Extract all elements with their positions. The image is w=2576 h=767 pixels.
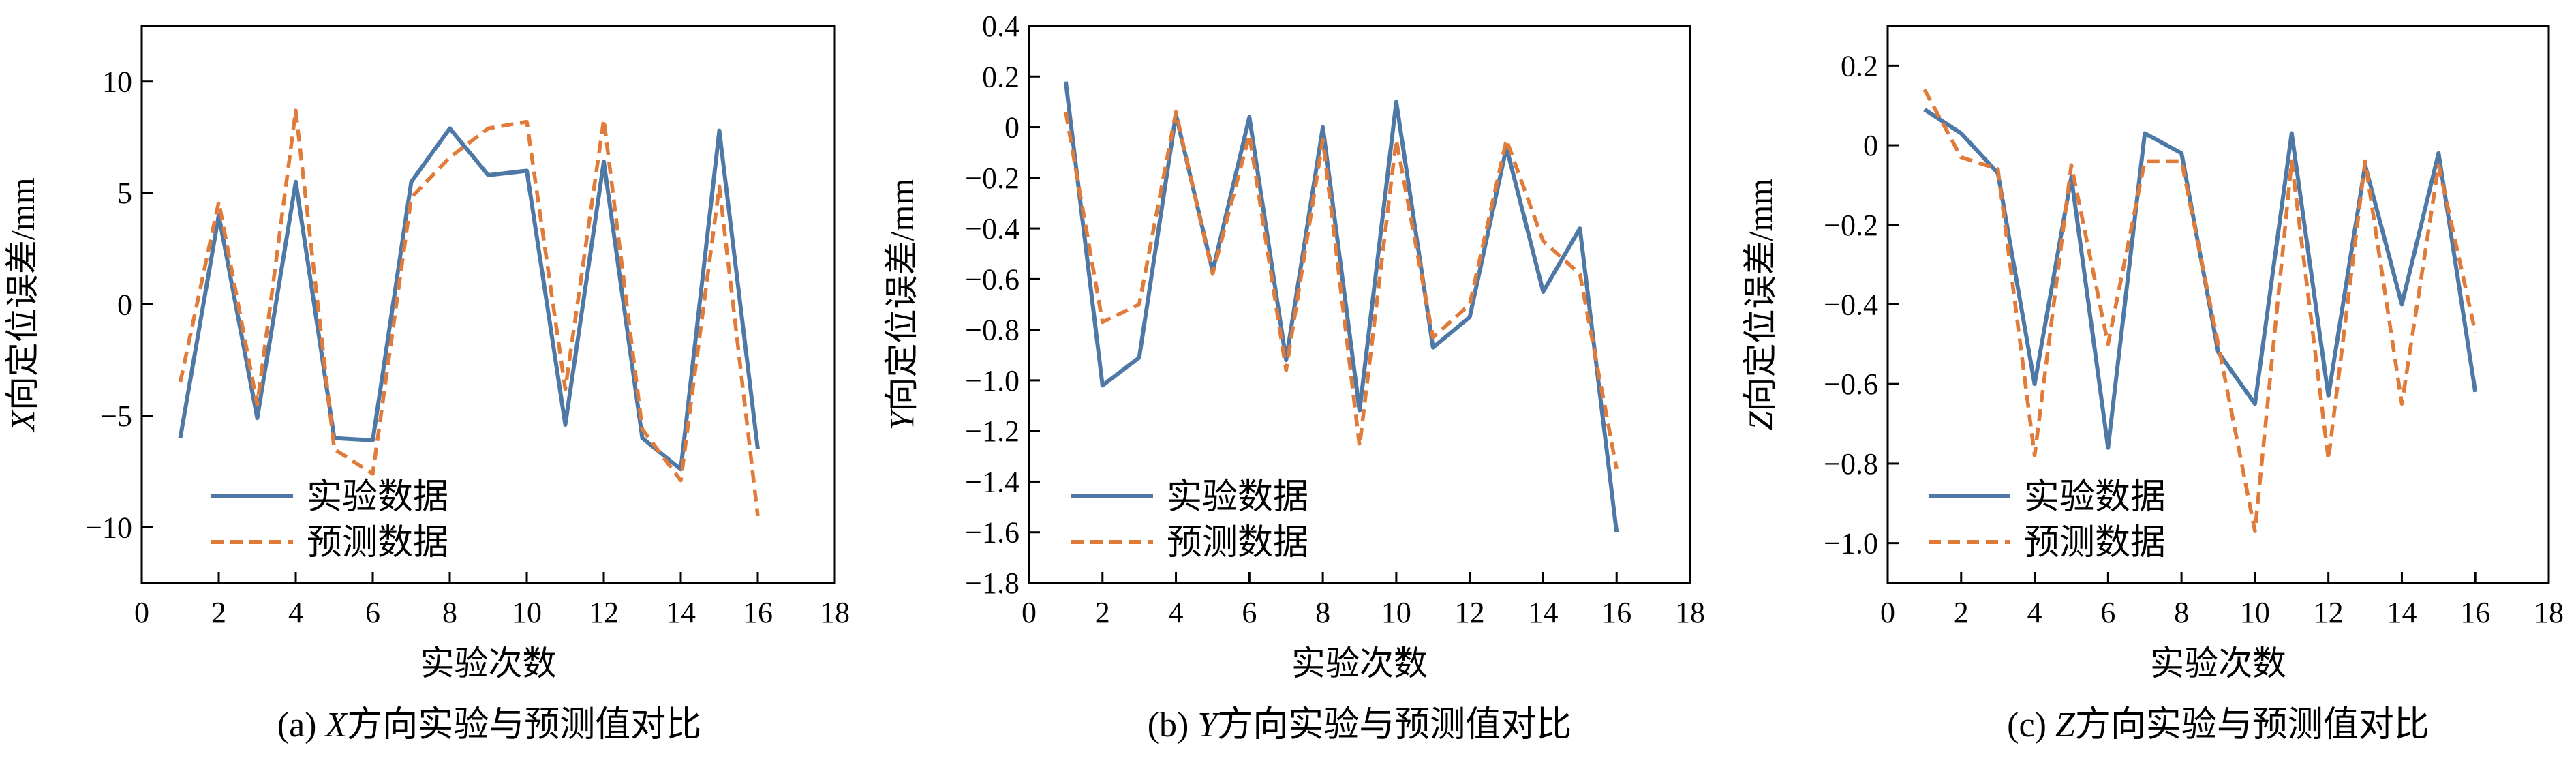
x-tick-label: 14: [2387, 596, 2417, 629]
x-tick-label: 6: [365, 596, 380, 629]
legend-label: 预测数据: [307, 524, 448, 562]
x-tick-label: 0: [1880, 596, 1895, 629]
legend-label: 实验数据: [2024, 478, 2166, 517]
x-tick-label: 4: [1169, 596, 1184, 629]
y-tick-label: 0: [1863, 129, 1878, 162]
y-axis-title: X向定位误差/mm: [3, 177, 42, 432]
y-tick-label: −0.2: [1824, 209, 1878, 242]
y-tick-label: 0.2: [982, 60, 1019, 93]
y-axis-title-var: Z: [1741, 410, 1779, 430]
x-tick-label: 10: [1381, 596, 1411, 629]
y-axis-title: Z向定位误差/mm: [1741, 179, 1779, 431]
x-tick-label: 0: [134, 596, 149, 629]
y-axis-title: Y向定位误差/mm: [883, 179, 921, 431]
x-tick-label: 12: [1455, 596, 1485, 629]
series-line-experiment: [1923, 108, 2478, 450]
y-tick-label: −1.4: [965, 465, 1019, 498]
x-tick-label: 8: [1315, 596, 1330, 629]
x-tick-label: 18: [820, 596, 850, 629]
chart-panel-z: 0 2 4 6 8 10 12 14 16 18 −1.0 −0.8 −0.6 −0.4 −0.2 0 0.2 实…: [1741, 25, 2564, 745]
x-tick-label: 8: [2174, 596, 2189, 629]
y-tick-label: 0.4: [982, 10, 1019, 43]
x-tick-label: 10: [2240, 596, 2270, 629]
series-line-prediction: [1064, 110, 1619, 470]
y-tick-label: −1.0: [1824, 527, 1878, 560]
x-tick-label: 16: [743, 596, 773, 629]
y-tick-label: 10: [102, 65, 132, 99]
legend-label: 实验数据: [307, 478, 448, 517]
caption-var: X: [324, 706, 348, 745]
caption-suffix: 方向实验与预测值对比: [347, 706, 701, 745]
x-axis-title: 实验次数: [2150, 644, 2286, 682]
x-tick-label: 2: [1954, 596, 1969, 629]
y-tick-label: −0.6: [965, 262, 1019, 296]
plot-frame: [1028, 25, 1691, 584]
x-tick-label: 18: [2534, 596, 2564, 629]
y-tick-label: 0: [117, 288, 132, 322]
y-tick-label: −0.8: [965, 314, 1019, 347]
y-tick-label: −1.8: [965, 567, 1019, 600]
caption-prefix: (b): [1148, 706, 1198, 745]
x-tick-label: 4: [288, 596, 303, 629]
x-tick-label: 2: [1095, 596, 1110, 629]
x-tick-label: 14: [666, 596, 696, 629]
panel-caption: (b) Y方向实验与预测值对比: [1148, 706, 1572, 745]
x-tick-label: 10: [512, 596, 542, 629]
x-tick-label: 4: [2027, 596, 2042, 629]
x-tick-label: 18: [1675, 596, 1705, 629]
y-tick-label: 0: [1005, 111, 1019, 145]
caption-prefix: (a): [277, 706, 326, 745]
caption-var: Z: [2055, 706, 2076, 745]
chart-panel-x: 0 2 4 6 8 10 12 14 16 18−10−50510实验数据预测数据实验次数X向定位…: [3, 25, 850, 745]
panel-caption: (a) X方向实验与预测值对比: [277, 706, 702, 745]
y-axis-title-text: 向定位误差/mm: [3, 177, 42, 410]
series-line-prediction: [178, 108, 760, 517]
y-tick-label: 5: [117, 177, 132, 210]
y-tick-label: −10: [85, 511, 132, 544]
y-axis-title-var: X: [3, 409, 42, 433]
y-tick-label: 0.2: [1841, 49, 1878, 82]
y-tick-label: −0.8: [1824, 447, 1878, 481]
x-axis-title: 实验次数: [1291, 644, 1428, 682]
caption-prefix: (c): [2007, 706, 2055, 745]
y-tick-label: −1.6: [965, 516, 1019, 550]
x-tick-label: 2: [211, 596, 226, 629]
x-tick-label: 16: [1601, 596, 1631, 629]
series-line-prediction: [1922, 89, 2477, 533]
legend-label: 预测数据: [2024, 524, 2166, 562]
x-tick-label: 12: [589, 596, 619, 629]
x-tick-label: 6: [2100, 596, 2115, 629]
x-tick-label: 0: [1022, 596, 1037, 629]
y-tick-label: −0.4: [1824, 288, 1878, 322]
x-tick-label: 8: [442, 596, 457, 629]
y-tick-label: −0.2: [965, 162, 1019, 195]
y-tick-label: −0.6: [1824, 367, 1878, 401]
x-tick-label: 14: [1528, 596, 1558, 629]
series-line-experiment: [178, 126, 760, 472]
y-tick-label: −1.0: [965, 364, 1019, 397]
y-tick-label: −1.2: [965, 415, 1019, 448]
panel-caption: (c) Z方向实验与预测值对比: [2007, 706, 2429, 745]
chart-panel-y: 0 2 4 6 8 10 12 14 16 18 −1.8 −1.6 −1.4 −1.2 −1.0 −0.8 −…: [883, 10, 1705, 745]
y-tick-label: −0.4: [965, 212, 1019, 245]
y-axis-title-text: 向定位误差/mm: [1741, 179, 1779, 412]
x-tick-label: 16: [2460, 596, 2490, 629]
plot-frame: [140, 25, 836, 584]
y-axis-title-var: Y: [883, 408, 921, 430]
x-tick-label: 12: [2314, 596, 2344, 629]
series-line-experiment: [1063, 81, 1619, 533]
legend-label: 实验数据: [1167, 478, 1308, 517]
x-axis-title: 实验次数: [420, 644, 557, 682]
plot-frame: [1886, 25, 2550, 584]
y-tick-label: −5: [100, 400, 132, 433]
caption-suffix: 方向实验与预测值对比: [2075, 706, 2429, 745]
caption-suffix: 方向实验与预测值对比: [1217, 706, 1571, 745]
x-tick-label: 6: [1242, 596, 1257, 629]
legend-label: 预测数据: [1167, 524, 1308, 562]
caption-var: Y: [1197, 706, 1221, 745]
y-axis-title-text: 向定位误差/mm: [883, 179, 921, 412]
